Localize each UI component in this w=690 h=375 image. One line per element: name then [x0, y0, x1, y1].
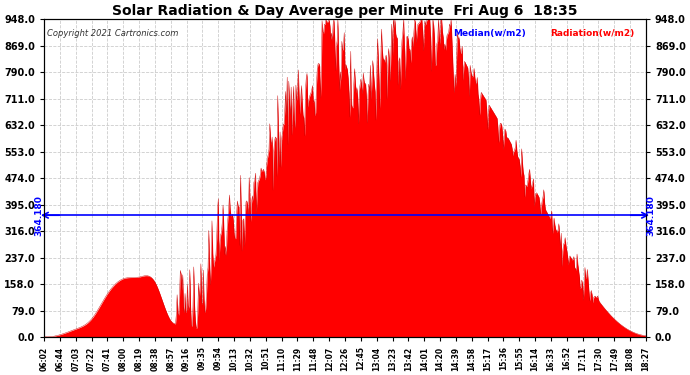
Text: Copyright 2021 Cartronics.com: Copyright 2021 Cartronics.com: [47, 29, 179, 38]
Text: 364.180: 364.180: [647, 195, 656, 236]
Text: Radiation(w/m2): Radiation(w/m2): [550, 29, 634, 38]
Text: Median(w/m2): Median(w/m2): [453, 29, 526, 38]
Title: Solar Radiation & Day Average per Minute  Fri Aug 6  18:35: Solar Radiation & Day Average per Minute…: [112, 4, 578, 18]
Text: 364.180: 364.180: [34, 195, 43, 236]
